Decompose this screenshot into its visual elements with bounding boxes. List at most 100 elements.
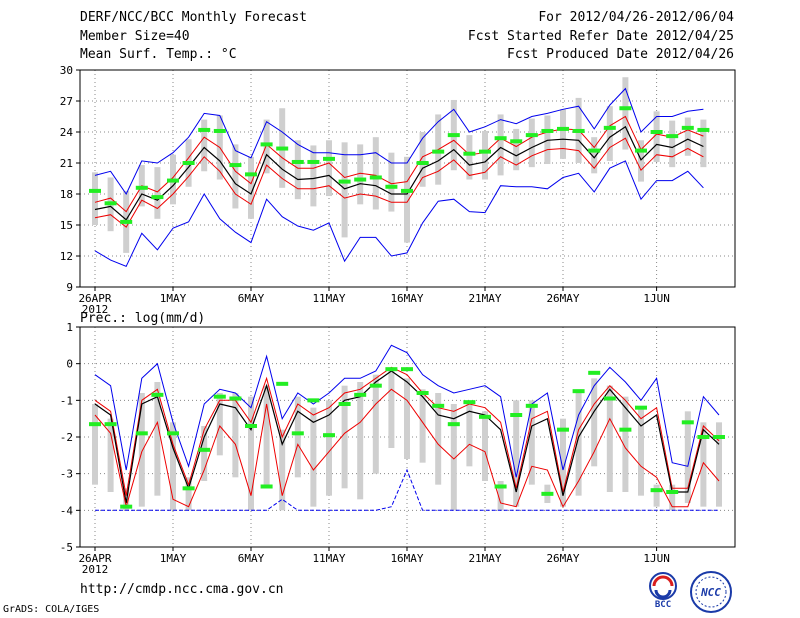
obs-marker: [603, 125, 616, 130]
ensemble-box: [357, 144, 364, 205]
ensemble-box: [606, 106, 613, 161]
obs-marker: [307, 398, 320, 403]
ensemble-box: [606, 385, 613, 492]
ensemble-box: [528, 400, 535, 485]
obs-marker: [681, 420, 694, 425]
ensemble-box: [248, 396, 254, 511]
series-line-lower: [94, 388, 720, 508]
obs-marker: [323, 433, 335, 438]
ensemble-box: [170, 422, 176, 511]
ensemble-box: [263, 385, 270, 489]
x-tick-label: 1MAY: [160, 552, 187, 565]
obs-marker: [416, 391, 429, 395]
start-date: Fcst Started Refer Date 2012/04/25: [467, 29, 734, 44]
ensemble-box: [92, 172, 98, 225]
variable-label: Mean Surf. Temp.: °C: [80, 47, 237, 62]
x-tick-label: 26APR: [78, 552, 111, 565]
obs-marker: [401, 367, 413, 372]
ensemble-box: [591, 137, 598, 174]
obs-marker: [401, 188, 413, 193]
obs-marker: [619, 106, 632, 111]
y-tick-label: 15: [60, 219, 73, 232]
obs-marker: [479, 149, 491, 154]
bcc-logo: BCC: [649, 572, 677, 610]
ncc-logo-text: NCC: [700, 586, 721, 599]
obs-marker: [167, 178, 179, 183]
obs-marker: [354, 392, 367, 397]
y-tick-label: -4: [60, 504, 74, 517]
obs-marker: [104, 422, 117, 427]
ensemble-box: [466, 135, 473, 180]
obs-marker: [463, 400, 476, 405]
temperature-panel: 9 12 15 18 21 24 27 30 26APR 1MAY 6MAY 11MAY 16MAY 21…: [60, 64, 736, 316]
ensemble-box: [669, 120, 676, 168]
x-tick-label: 16MAY: [390, 292, 423, 305]
x-tick-label: 6MAY: [238, 292, 265, 305]
ensemble-box: [700, 422, 707, 507]
series-line-max: [94, 87, 704, 196]
obs-marker: [323, 156, 335, 161]
x-tick-label: 11MAY: [312, 292, 345, 305]
obs-marker: [120, 504, 133, 509]
ensemble-box: [419, 389, 426, 463]
obs-marker: [603, 396, 616, 401]
ensemble-box: [232, 144, 239, 209]
ensemble-box: [216, 393, 223, 456]
obs-marker: [510, 413, 523, 417]
obs-marker: [135, 185, 148, 190]
obs-marker: [260, 142, 273, 147]
obs-marker: [666, 134, 679, 139]
x-tick-label: 1MAY: [160, 292, 187, 305]
y-tick-label: 27: [60, 95, 73, 108]
ensemble-box: [622, 396, 629, 492]
y-tick-label: 21: [60, 157, 73, 170]
y-tick-label: 12: [60, 250, 73, 263]
ensemble-box: [404, 378, 410, 459]
obs-marker: [557, 427, 569, 432]
produced-date: Fcst Produced Date 2012/04/26: [507, 47, 734, 62]
ensemble-box: [310, 145, 317, 207]
ensemble-box: [404, 156, 410, 243]
ensemble-box: [419, 132, 426, 187]
y-tick-label: 18: [60, 188, 73, 201]
obs-marker: [510, 139, 523, 144]
obs-marker: [89, 422, 101, 427]
obs-marker: [572, 389, 585, 394]
ensemble-box: [528, 118, 535, 168]
ensemble-box: [684, 411, 691, 503]
ensemble-box: [154, 382, 161, 496]
ensemble-box: [279, 429, 286, 511]
obs-marker: [276, 381, 289, 386]
obs-marker: [588, 370, 601, 375]
ensemble-box: [388, 371, 395, 448]
member-size: Member Size=40: [80, 29, 190, 44]
ensemble-box: [497, 481, 504, 511]
forecast-period: For 2012/04/26-2012/06/04: [538, 10, 734, 25]
obs-marker: [666, 490, 679, 494]
obs-marker: [338, 402, 351, 406]
obs-marker: [697, 127, 710, 132]
ensemble-box: [560, 418, 566, 507]
y-tick-label: 24: [60, 126, 74, 139]
ensemble-box: [201, 119, 208, 172]
x-tick-label: 16MAY: [390, 552, 423, 565]
ensemble-box: [513, 400, 520, 507]
ensemble-box: [248, 156, 254, 219]
obs-marker: [104, 201, 117, 206]
ensemble-box: [669, 484, 676, 511]
obs-marker: [291, 431, 304, 436]
ensemble-box: [684, 117, 691, 156]
series-line-max: [94, 344, 720, 478]
website-url[interactable]: http://cmdp.ncc.cma.gov.cn: [80, 582, 284, 597]
precipitation-panel: -5 -4 -3 -2 -1 0 1 26APR 1MAY 6MAY 11MAY 16MAY 21MAY…: [60, 321, 736, 576]
series-line-min: [95, 468, 719, 511]
obs-marker: [572, 128, 585, 133]
ensemble-box: [575, 389, 582, 496]
ensemble-box: [482, 411, 488, 481]
ensemble-box: [201, 426, 208, 481]
ensemble-box: [326, 140, 332, 197]
ensemble-box: [326, 400, 332, 496]
y-tick-label: 0: [66, 358, 73, 371]
ensemble-box: [450, 404, 457, 511]
